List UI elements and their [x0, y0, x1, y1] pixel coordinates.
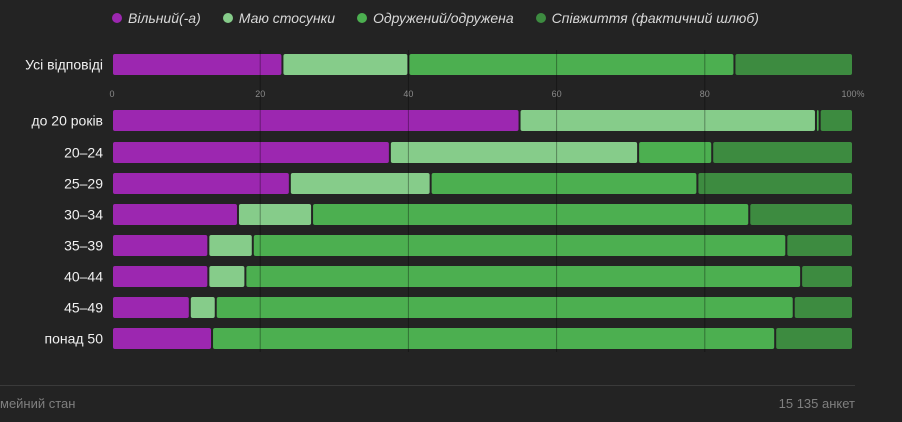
response-count: 15 135 анкет [778, 396, 855, 411]
legend-dot-icon [535, 13, 546, 23]
bar-segment[interactable] [750, 204, 852, 225]
legend-label: Одружений/одружена [373, 10, 514, 26]
legend-item[interactable]: Одружений/одружена [357, 10, 514, 26]
row-label: 35–39 [64, 238, 103, 254]
bar-segment[interactable] [113, 204, 237, 225]
footer-divider [0, 385, 855, 386]
bar-segment[interactable] [313, 204, 749, 225]
bar-segment[interactable] [639, 142, 712, 163]
bar-segment[interactable] [787, 235, 852, 256]
row-label: 20–24 [64, 145, 103, 161]
bar-segment[interactable] [802, 266, 852, 287]
bar-segment[interactable] [113, 235, 208, 256]
legend-label: Вільний(-а) [128, 10, 201, 26]
bar-segment[interactable] [113, 110, 519, 131]
legend-dot-icon [112, 13, 122, 23]
chart-legend: Вільний(-а) Маю стосунки Одружений/одружен… [112, 8, 759, 28]
bar-segment[interactable] [713, 142, 852, 163]
bar-segment[interactable] [113, 173, 289, 194]
row-label: 40–44 [64, 269, 103, 285]
legend-item[interactable]: Вільний(-а) [112, 10, 201, 26]
bar-segment[interactable] [246, 266, 801, 287]
row-label: 25–29 [64, 176, 103, 192]
stacked-bar-chart: Усі відповіді до 20 років 20–24 25–29 30–34 3… [25, 50, 865, 352]
x-tick-label: 100% [841, 89, 864, 99]
bar-segment[interactable] [113, 54, 282, 75]
x-tick-label: 20 [255, 89, 265, 99]
x-tick-label: 60 [552, 89, 562, 99]
legend-item[interactable]: Співжиття (фактичний шлюб) [535, 10, 759, 26]
legend-label: Маю стосунки [238, 10, 336, 26]
bar-segment[interactable] [520, 110, 815, 131]
bar-segment[interactable] [283, 54, 408, 75]
bar-segment[interactable] [816, 110, 819, 131]
bar-segment[interactable] [216, 297, 793, 318]
bar-segment[interactable] [698, 173, 852, 194]
bar-segment[interactable] [113, 328, 212, 349]
bar-segment[interactable] [735, 54, 852, 75]
legend-dot-icon [357, 13, 368, 23]
row-label: понад 50 [44, 331, 103, 347]
bar-segment[interactable] [238, 204, 312, 225]
footer-caption: мейний стан [0, 396, 76, 411]
bar-segment[interactable] [290, 173, 430, 194]
bar-segment[interactable] [113, 266, 208, 287]
legend-item[interactable]: Маю стосунки [222, 10, 336, 26]
x-tick-label: 0 [109, 89, 114, 99]
bar-segment[interactable] [209, 266, 245, 287]
bar-segment[interactable] [190, 297, 215, 318]
bar-segment[interactable] [820, 110, 852, 131]
x-tick-label: 40 [403, 89, 413, 99]
bar-segment[interactable] [390, 142, 638, 163]
bar-segment[interactable] [213, 328, 775, 349]
bar-segment[interactable] [113, 297, 189, 318]
bar-segment[interactable] [409, 54, 734, 75]
bar-segment[interactable] [794, 297, 852, 318]
row-label: 30–34 [64, 207, 103, 223]
bar-segment[interactable] [431, 173, 697, 194]
bar-segment[interactable] [113, 142, 389, 163]
legend-label: Співжиття (фактичний шлюб) [551, 10, 759, 26]
bar-segment[interactable] [253, 235, 786, 256]
bar-segment[interactable] [776, 328, 852, 349]
row-label: 45–49 [64, 300, 103, 316]
row-label: Усі відповіді [25, 57, 103, 73]
bar-segment[interactable] [209, 235, 252, 256]
row-label: до 20 років [31, 113, 103, 129]
legend-dot-icon [222, 13, 233, 23]
x-tick-label: 80 [700, 89, 710, 99]
